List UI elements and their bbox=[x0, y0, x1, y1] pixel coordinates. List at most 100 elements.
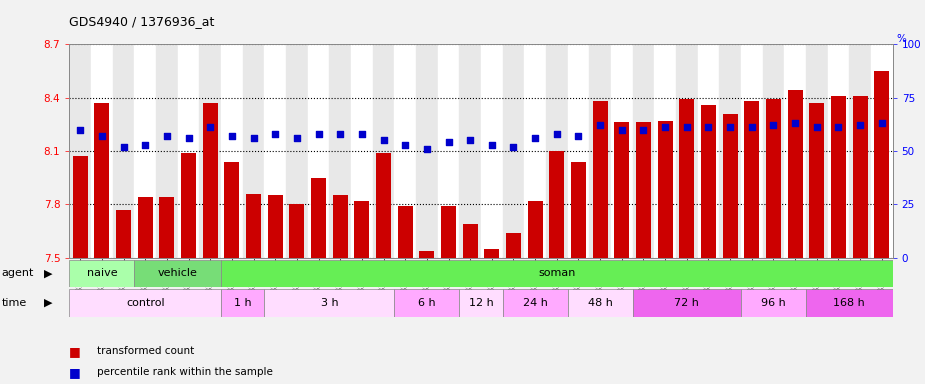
Bar bbox=[527, 201, 543, 258]
Point bbox=[658, 124, 672, 131]
Bar bbox=[874, 71, 889, 258]
Text: naive: naive bbox=[87, 268, 117, 278]
Point bbox=[745, 124, 759, 131]
Bar bbox=[394, 289, 460, 317]
Text: time: time bbox=[2, 298, 27, 308]
Text: ■: ■ bbox=[69, 345, 81, 358]
Text: ■: ■ bbox=[69, 366, 81, 379]
Bar bbox=[506, 233, 521, 258]
Bar bbox=[524, 44, 546, 258]
Bar bbox=[221, 260, 893, 287]
Bar bbox=[762, 44, 784, 258]
Point bbox=[571, 133, 586, 139]
Point bbox=[117, 144, 131, 150]
Point bbox=[614, 126, 629, 132]
Bar bbox=[308, 44, 329, 258]
Bar bbox=[871, 44, 893, 258]
Bar bbox=[333, 195, 348, 258]
Bar bbox=[809, 103, 824, 258]
Point bbox=[701, 124, 716, 131]
Bar bbox=[69, 289, 221, 317]
Point bbox=[831, 124, 845, 131]
Point bbox=[311, 131, 326, 137]
Bar bbox=[376, 153, 391, 258]
Bar bbox=[200, 44, 221, 258]
Point bbox=[419, 146, 434, 152]
Bar bbox=[722, 114, 738, 258]
Bar bbox=[178, 44, 200, 258]
Bar bbox=[611, 44, 633, 258]
Point bbox=[203, 124, 217, 131]
Bar bbox=[806, 289, 893, 317]
Bar bbox=[398, 206, 413, 258]
Point bbox=[225, 133, 240, 139]
Bar bbox=[633, 289, 741, 317]
Point bbox=[462, 137, 477, 143]
Bar bbox=[73, 156, 88, 258]
Text: %: % bbox=[897, 34, 906, 44]
Bar bbox=[568, 44, 589, 258]
Bar bbox=[787, 90, 803, 258]
Bar bbox=[311, 177, 327, 258]
Bar bbox=[676, 44, 697, 258]
Bar bbox=[635, 122, 651, 258]
Bar bbox=[134, 44, 156, 258]
Point bbox=[549, 131, 564, 137]
Bar bbox=[679, 99, 695, 258]
Text: ▶: ▶ bbox=[44, 298, 53, 308]
Bar bbox=[221, 289, 265, 317]
Bar bbox=[265, 289, 394, 317]
Text: 3 h: 3 h bbox=[321, 298, 339, 308]
Bar bbox=[485, 249, 500, 258]
Text: 24 h: 24 h bbox=[523, 298, 548, 308]
Bar bbox=[697, 44, 720, 258]
Point bbox=[809, 124, 824, 131]
Point bbox=[593, 122, 608, 128]
Bar bbox=[766, 99, 781, 258]
Point bbox=[333, 131, 348, 137]
Point bbox=[528, 135, 543, 141]
Text: 12 h: 12 h bbox=[469, 298, 493, 308]
Bar bbox=[614, 122, 629, 258]
Bar bbox=[329, 44, 351, 258]
Bar bbox=[69, 44, 91, 258]
Bar bbox=[460, 44, 481, 258]
Point bbox=[788, 120, 803, 126]
Point bbox=[722, 124, 737, 131]
Text: 48 h: 48 h bbox=[587, 298, 612, 308]
Bar bbox=[419, 250, 435, 258]
Bar bbox=[741, 289, 806, 317]
Bar bbox=[658, 121, 672, 258]
Point bbox=[485, 141, 500, 147]
Bar bbox=[113, 44, 134, 258]
Point bbox=[874, 120, 889, 126]
Bar bbox=[502, 289, 568, 317]
Point bbox=[94, 133, 109, 139]
Point bbox=[181, 135, 196, 141]
Point bbox=[853, 122, 868, 128]
Point bbox=[138, 141, 153, 147]
Text: 6 h: 6 h bbox=[418, 298, 436, 308]
Bar bbox=[741, 44, 762, 258]
Text: agent: agent bbox=[2, 268, 34, 278]
Point bbox=[441, 139, 456, 146]
Bar bbox=[394, 44, 416, 258]
Bar bbox=[849, 44, 871, 258]
Bar bbox=[438, 44, 460, 258]
Bar bbox=[441, 206, 456, 258]
Point bbox=[636, 126, 651, 132]
Bar bbox=[224, 162, 240, 258]
Bar bbox=[745, 101, 759, 258]
Point bbox=[679, 124, 694, 131]
Bar bbox=[481, 44, 502, 258]
Bar bbox=[549, 151, 564, 258]
Bar bbox=[156, 44, 178, 258]
Text: soman: soman bbox=[538, 268, 575, 278]
Bar bbox=[828, 44, 849, 258]
Bar bbox=[203, 103, 217, 258]
Bar bbox=[290, 204, 304, 258]
Point bbox=[73, 126, 88, 132]
Point bbox=[159, 133, 174, 139]
Text: vehicle: vehicle bbox=[158, 268, 198, 278]
Bar bbox=[720, 44, 741, 258]
